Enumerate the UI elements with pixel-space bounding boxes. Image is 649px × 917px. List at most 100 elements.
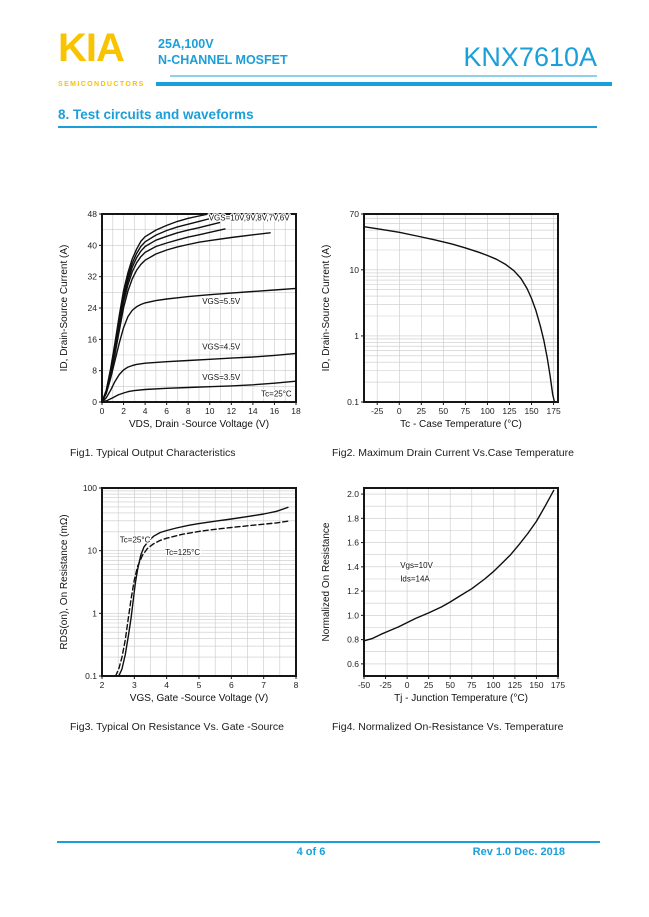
svg-text:0: 0 bbox=[397, 406, 402, 416]
page-number: 4 of 6 bbox=[296, 846, 326, 858]
svg-text:1.0: 1.0 bbox=[347, 610, 359, 620]
svg-text:25: 25 bbox=[424, 680, 434, 690]
svg-text:100: 100 bbox=[486, 680, 500, 690]
kia-logo: KIA bbox=[58, 26, 125, 70]
svg-text:75: 75 bbox=[467, 680, 477, 690]
svg-text:3: 3 bbox=[132, 680, 137, 690]
fig3-caption: Fig3. Typical On Resistance Vs. Gate -So… bbox=[70, 721, 284, 733]
svg-text:-25: -25 bbox=[379, 680, 392, 690]
svg-text:Normalized On Resistance: Normalized On Resistance bbox=[321, 522, 332, 641]
section-heading: 8. Test circuits and waveforms bbox=[58, 107, 597, 128]
svg-text:ID, Drain-Source Current (A): ID, Drain-Source Current (A) bbox=[321, 245, 332, 372]
fig1-output-characteristics: 0 2 4 6 8 10 12 14 16 18 0 8 16 24 32 40 48 VGS=10V,9V,8V… bbox=[56, 206, 316, 459]
svg-text:ID, Drain-Source Current (A): ID, Drain-Source Current (A) bbox=[59, 245, 70, 372]
svg-text:VGS, Gate -Source Voltage (V): VGS, Gate -Source Voltage (V) bbox=[130, 693, 268, 704]
svg-text:0: 0 bbox=[100, 406, 105, 416]
svg-text:Tc=25°C: Tc=25°C bbox=[261, 390, 292, 399]
svg-text:1.2: 1.2 bbox=[347, 586, 359, 596]
svg-text:Ids=14A: Ids=14A bbox=[400, 574, 430, 583]
svg-text:8: 8 bbox=[186, 406, 191, 416]
svg-text:Tj - Junction Temperature (°C): Tj - Junction Temperature (°C) bbox=[394, 693, 528, 704]
svg-text:0: 0 bbox=[92, 397, 97, 407]
svg-text:VDS, Drain -Source Voltage (V): VDS, Drain -Source Voltage (V) bbox=[129, 419, 269, 430]
header-rule-thick bbox=[156, 82, 612, 86]
svg-text:4: 4 bbox=[143, 406, 148, 416]
svg-text:Tc=125°C: Tc=125°C bbox=[165, 548, 200, 557]
svg-text:-50: -50 bbox=[358, 680, 371, 690]
svg-text:0.8: 0.8 bbox=[347, 635, 359, 645]
svg-text:50: 50 bbox=[445, 680, 455, 690]
device-type: N-CHANNEL MOSFET bbox=[158, 53, 288, 67]
svg-text:10: 10 bbox=[205, 406, 215, 416]
svg-text:2: 2 bbox=[121, 406, 126, 416]
svg-text:Tc=25°C: Tc=25°C bbox=[120, 536, 151, 545]
fig4-caption: Fig4. Normalized On-Resistance Vs. Tempe… bbox=[332, 721, 564, 733]
svg-text:VGS=3.5V: VGS=3.5V bbox=[202, 373, 241, 382]
svg-text:6: 6 bbox=[164, 406, 169, 416]
svg-text:18: 18 bbox=[291, 406, 301, 416]
svg-text:1.6: 1.6 bbox=[347, 538, 359, 548]
fig4-normalized-on-resistance: -50 -25 0 25 50 75 100 125 150 175 0.6 0.8 1.0 1.2 1.4… bbox=[318, 480, 578, 733]
svg-text:25: 25 bbox=[417, 406, 427, 416]
svg-text:4: 4 bbox=[164, 680, 169, 690]
svg-text:125: 125 bbox=[502, 406, 516, 416]
svg-text:1.4: 1.4 bbox=[347, 562, 359, 572]
svg-text:175: 175 bbox=[551, 680, 565, 690]
svg-text:5: 5 bbox=[197, 680, 202, 690]
kia-logo-subtext: SEMICONDUCTORS bbox=[58, 81, 145, 88]
svg-text:12: 12 bbox=[227, 406, 237, 416]
fig4-chart: -50 -25 0 25 50 75 100 125 150 175 0.6 0.8 1.0 1.2 1.4… bbox=[321, 487, 565, 704]
svg-text:100: 100 bbox=[480, 406, 494, 416]
svg-text:1: 1 bbox=[354, 331, 359, 341]
svg-text:175: 175 bbox=[546, 406, 560, 416]
header-rule-thin bbox=[170, 75, 597, 77]
svg-text:2.0: 2.0 bbox=[347, 489, 359, 499]
svg-text:10: 10 bbox=[350, 265, 360, 275]
svg-text:VGS=4.5V: VGS=4.5V bbox=[202, 343, 241, 352]
svg-text:10: 10 bbox=[88, 546, 98, 556]
svg-text:0: 0 bbox=[405, 680, 410, 690]
revision-info: Rev 1.0 Dec. 2018 bbox=[472, 846, 565, 858]
svg-text:16: 16 bbox=[88, 334, 98, 344]
svg-text:14: 14 bbox=[248, 406, 258, 416]
footer-rule bbox=[57, 841, 600, 843]
fig2-caption: Fig2. Maximum Drain Current Vs.Case Temp… bbox=[332, 447, 574, 459]
svg-text:Vgs=10V: Vgs=10V bbox=[400, 561, 433, 570]
svg-text:150: 150 bbox=[529, 680, 543, 690]
svg-text:16: 16 bbox=[270, 406, 280, 416]
fig2-chart: -25 0 25 50 75 100 125 150 175 0.1 1 10 70 Tc - Case … bbox=[321, 209, 561, 430]
svg-text:150: 150 bbox=[524, 406, 538, 416]
device-rating: 25A,100V bbox=[158, 37, 214, 51]
device-spec: 25A,100V N-CHANNEL MOSFET bbox=[158, 36, 288, 68]
svg-text:40: 40 bbox=[88, 240, 98, 250]
svg-text:Tc - Case Temperature (°C): Tc - Case Temperature (°C) bbox=[400, 419, 522, 430]
fig3-on-resistance-vs-vgs: 2 3 4 5 6 7 8 0.1 1 10 100 Tc=25°C Tc=125°C VGS, Gate… bbox=[56, 480, 316, 733]
svg-text:2: 2 bbox=[100, 680, 105, 690]
svg-text:50: 50 bbox=[439, 406, 449, 416]
svg-text:100: 100 bbox=[83, 483, 97, 493]
svg-text:VGS=10V,9V,8V,7V,6V: VGS=10V,9V,8V,7V,6V bbox=[209, 214, 291, 223]
svg-text:75: 75 bbox=[461, 406, 471, 416]
svg-text:32: 32 bbox=[88, 272, 98, 282]
svg-text:8: 8 bbox=[294, 680, 299, 690]
svg-text:1: 1 bbox=[92, 608, 97, 618]
svg-text:48: 48 bbox=[88, 209, 98, 219]
svg-text:7: 7 bbox=[261, 680, 266, 690]
svg-text:0.1: 0.1 bbox=[347, 397, 359, 407]
fig1-caption: Fig1. Typical Output Characteristics bbox=[70, 447, 236, 459]
svg-text:1.8: 1.8 bbox=[347, 513, 359, 523]
fig3-chart: 2 3 4 5 6 7 8 0.1 1 10 100 Tc=25°C Tc=125°C VGS, Gate… bbox=[59, 483, 299, 704]
part-number: KNX7610A bbox=[463, 42, 597, 72]
svg-text:125: 125 bbox=[508, 680, 522, 690]
svg-text:RDS(on), On Resistance (mΩ): RDS(on), On Resistance (mΩ) bbox=[59, 514, 70, 649]
svg-text:0.1: 0.1 bbox=[85, 671, 97, 681]
svg-text:24: 24 bbox=[88, 303, 98, 313]
svg-text:70: 70 bbox=[350, 209, 360, 219]
svg-text:VGS=5.5V: VGS=5.5V bbox=[202, 297, 241, 306]
svg-text:-25: -25 bbox=[371, 406, 384, 416]
svg-text:6: 6 bbox=[229, 680, 234, 690]
svg-text:0.6: 0.6 bbox=[347, 659, 359, 669]
svg-text:8: 8 bbox=[92, 366, 97, 376]
